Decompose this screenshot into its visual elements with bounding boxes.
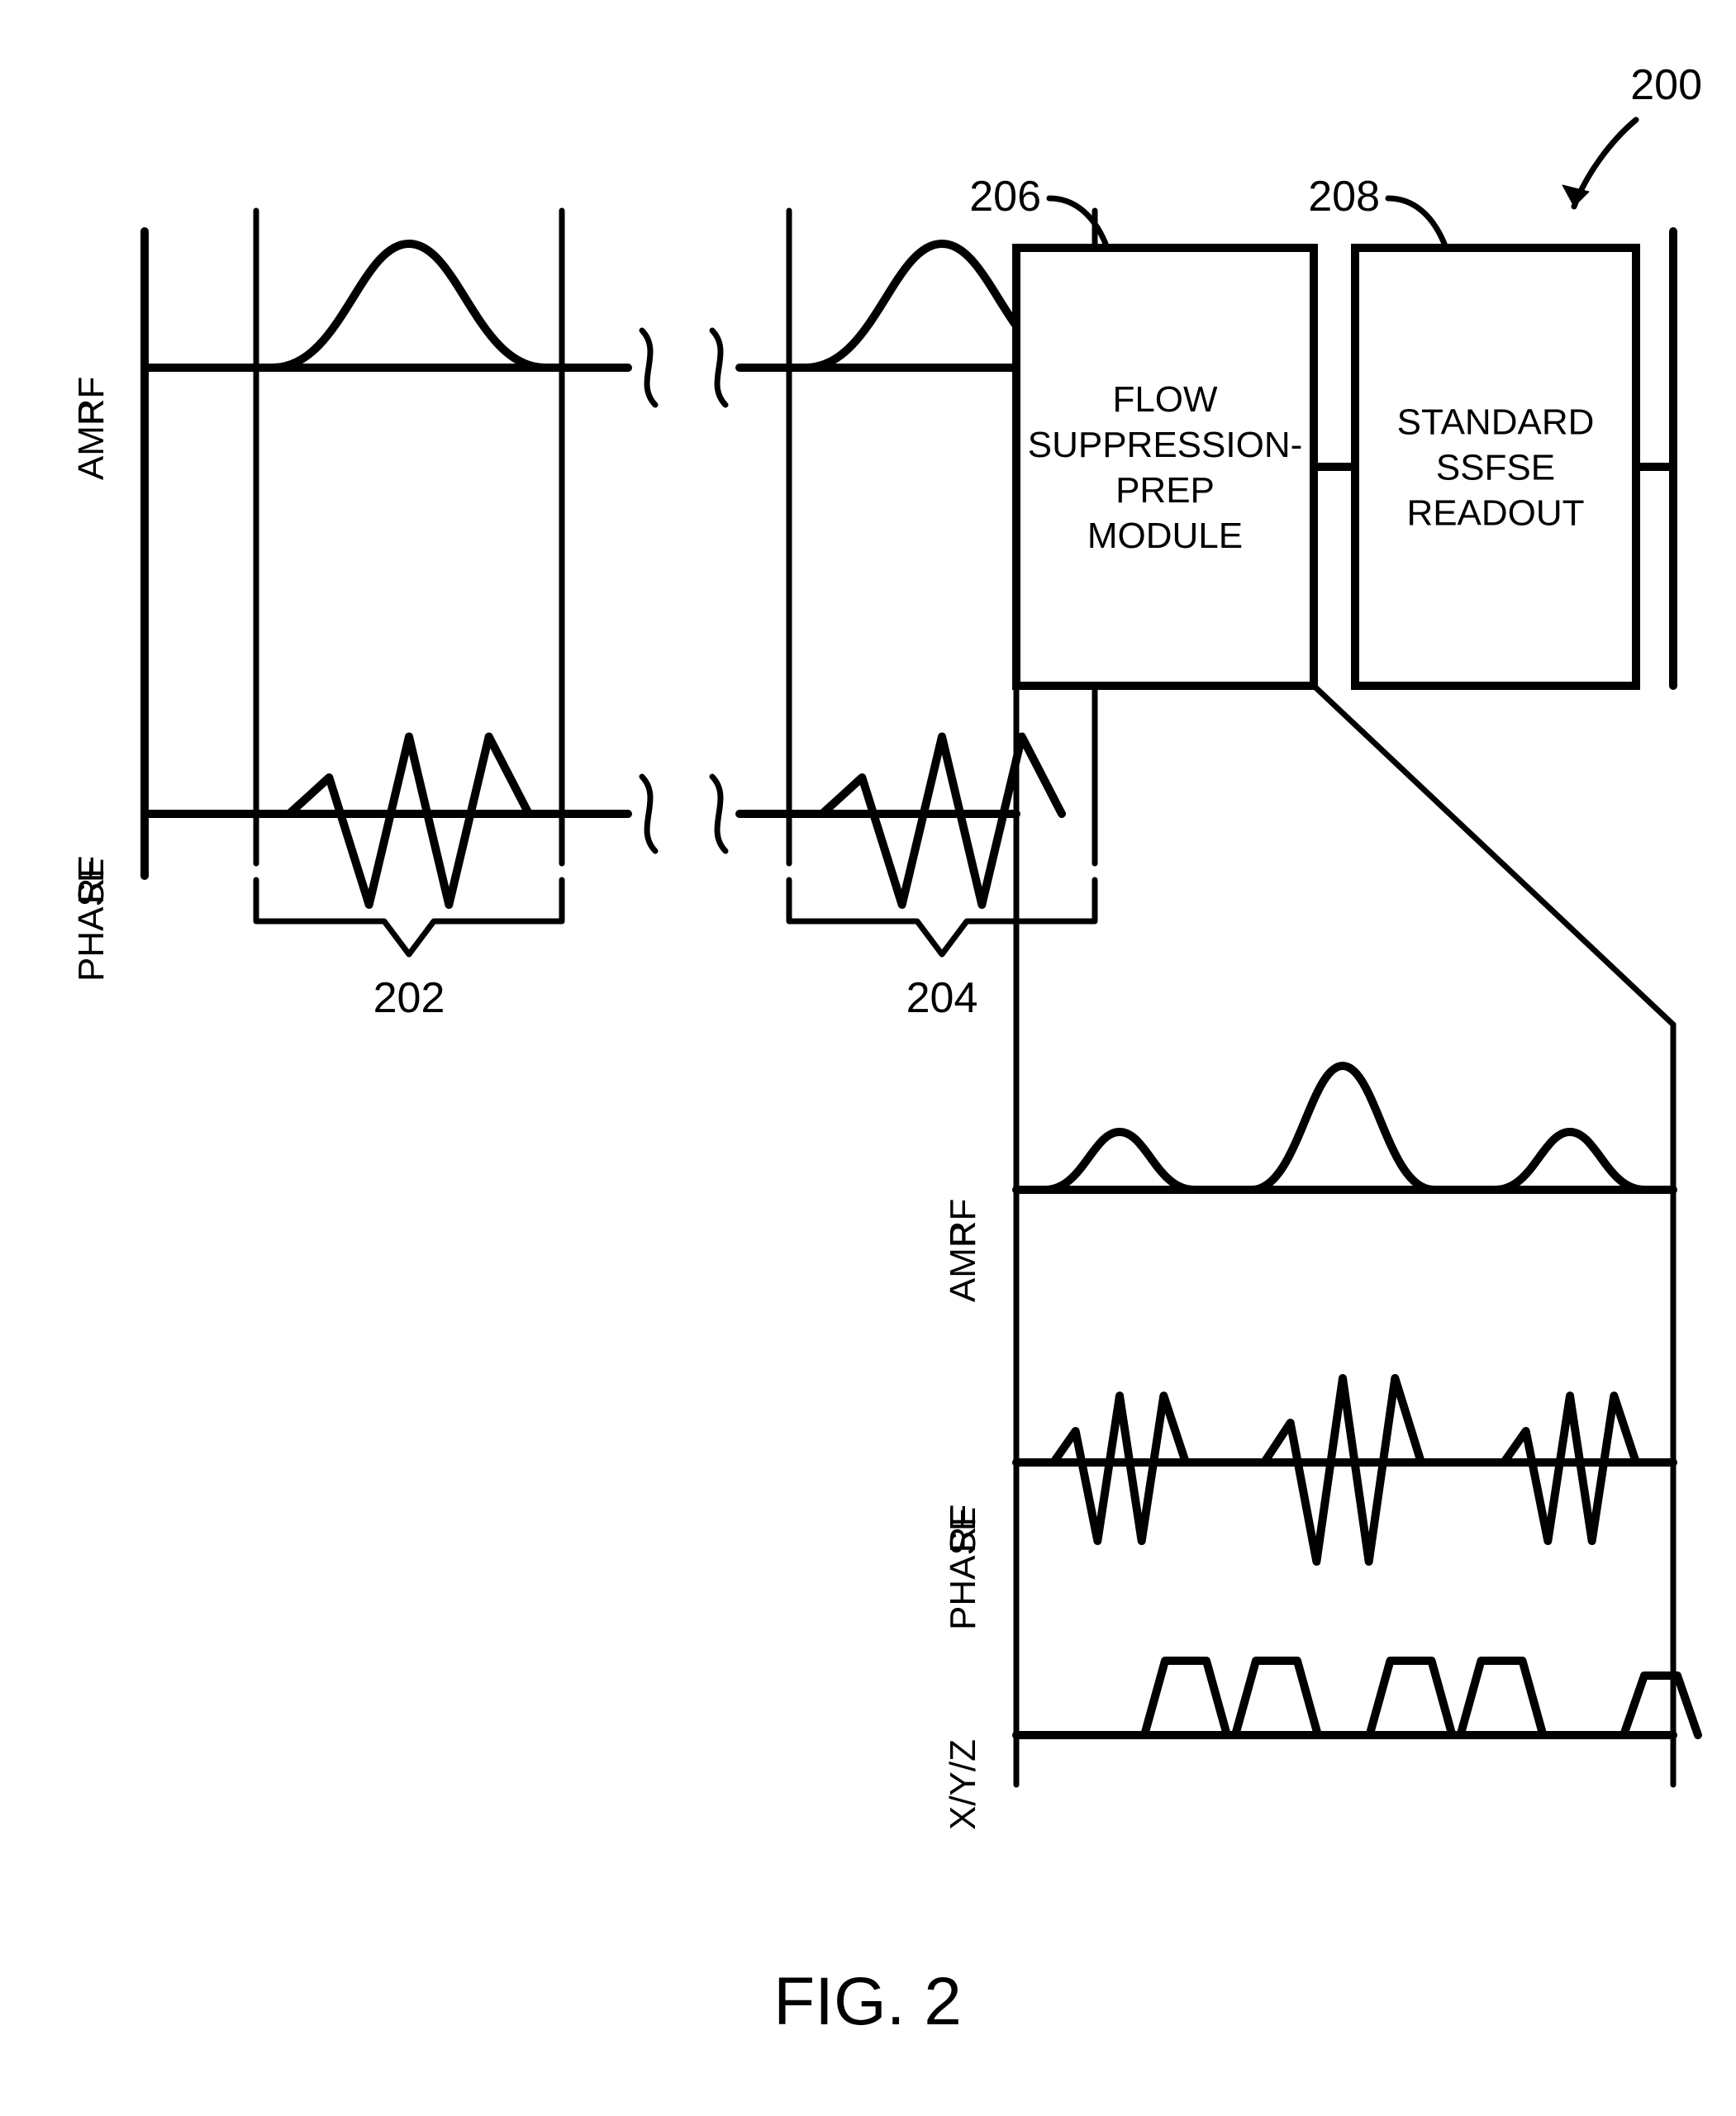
label-xyz: X/Y/Z — [943, 1739, 983, 1830]
svg-text:X/Y/Z: X/Y/Z — [943, 1739, 983, 1830]
svg-text:SSFSE: SSFSE — [1436, 447, 1555, 487]
svg-text:READOUT: READOUT — [1406, 492, 1584, 533]
svg-text:AMP: AMP — [71, 402, 112, 480]
label-rf-amp-top: RFAMP — [71, 377, 112, 480]
svg-text:MODULE: MODULE — [1087, 516, 1243, 556]
ref-202: 202 — [373, 974, 445, 1022]
svg-text:204: 204 — [906, 974, 978, 1022]
figure-caption: FIG. 2 — [773, 1964, 962, 2039]
label-rf-amp-bottom: RFAMP — [943, 1199, 983, 1302]
svg-text:202: 202 — [373, 974, 445, 1022]
label-rf-phase-top: RFPHASE — [71, 856, 112, 982]
svg-text:206: 206 — [969, 173, 1041, 221]
svg-text:PHASE: PHASE — [71, 858, 112, 982]
ref-200: 200 — [1630, 61, 1702, 109]
ref-204: 204 — [906, 974, 978, 1022]
svg-text:FIG. 2: FIG. 2 — [773, 1964, 962, 2039]
label-rf-phase-bottom: RFPHASE — [943, 1505, 983, 1630]
svg-text:SUPPRESSION-: SUPPRESSION- — [1028, 425, 1303, 465]
svg-text:AMP: AMP — [943, 1224, 983, 1302]
svg-text:200: 200 — [1630, 61, 1702, 109]
svg-text:FLOW: FLOW — [1112, 379, 1218, 420]
flow-suppression-prep-module-box — [1016, 248, 1314, 686]
svg-text:STANDARD: STANDARD — [1397, 402, 1595, 442]
svg-text:PREP: PREP — [1115, 470, 1215, 511]
svg-text:208: 208 — [1308, 173, 1380, 221]
ref-206: 206 — [969, 173, 1041, 221]
ref-208: 208 — [1308, 173, 1380, 221]
pulse-sequence-diagram: 202 204 FLOW SUPPRESSION- PREP MODULE STANDARD… — [0, 0, 1736, 2116]
svg-text:PHASE: PHASE — [943, 1507, 983, 1630]
